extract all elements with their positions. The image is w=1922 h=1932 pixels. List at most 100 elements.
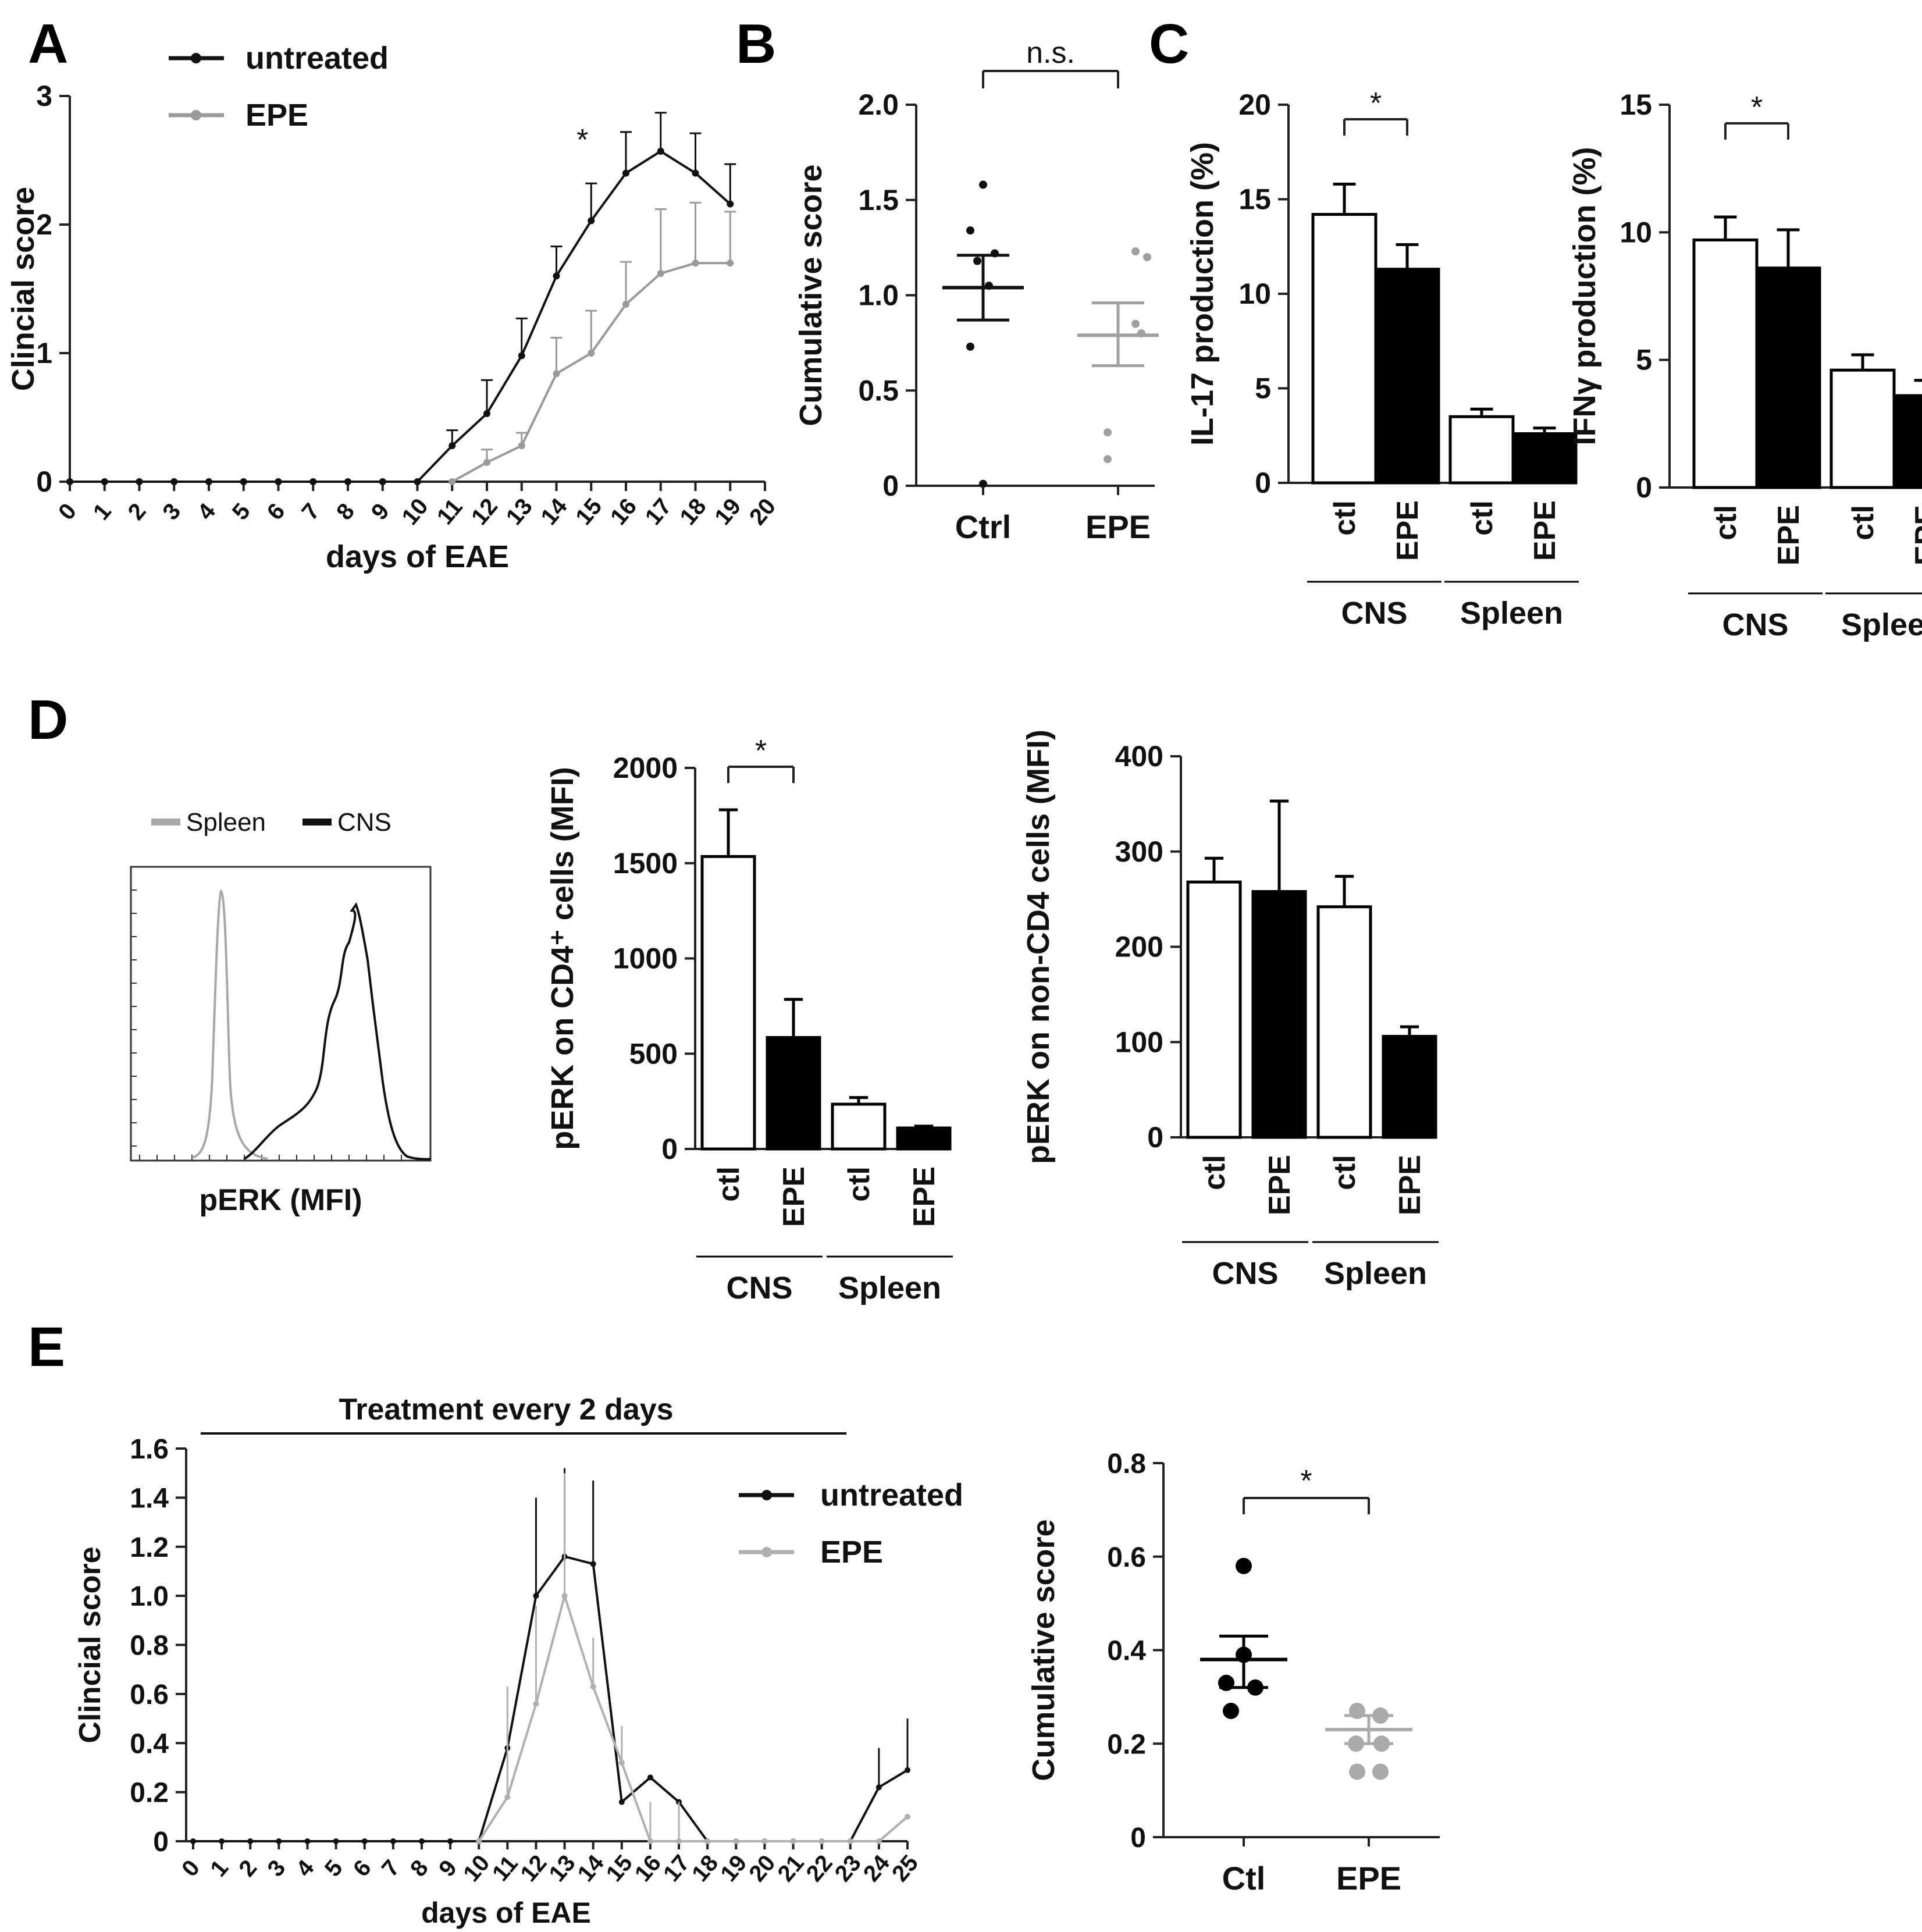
bar-EPE	[1374, 268, 1440, 485]
data-point-untreated	[622, 169, 629, 177]
histogram-curve-cns	[243, 902, 431, 1161]
data-point-untreated	[875, 1784, 882, 1791]
y-tick-label: 1.2	[130, 1532, 169, 1563]
y-axis-title: Clincial score	[73, 1546, 107, 1743]
y-tick-label: 1.0	[858, 279, 899, 312]
data-point-EPE	[1104, 455, 1112, 464]
data-point-untreated	[170, 478, 178, 485]
x-tick-label: Ctrl	[955, 508, 1011, 545]
data-point-untreated	[647, 1774, 653, 1781]
data-point-EPE	[553, 370, 560, 378]
data-point-untreated	[449, 442, 456, 450]
x-tick-label: 4	[193, 498, 220, 525]
x-tick-label: 19	[710, 493, 746, 529]
legend-marker-EPE	[761, 1547, 772, 1557]
legend-label: CNS	[337, 808, 391, 837]
bar-EPE	[1755, 266, 1821, 489]
data-point-untreated	[344, 478, 351, 485]
bar-ctl	[1311, 213, 1378, 485]
data-point-untreated	[275, 478, 282, 485]
data-point-untreated	[309, 478, 317, 485]
data-point-EPE	[704, 1838, 711, 1844]
data-point-untreated	[692, 169, 699, 177]
bar-EPE	[1511, 432, 1578, 485]
x-tick-label: 9	[434, 1855, 462, 1881]
x-tick-label: ctl	[1709, 505, 1743, 540]
y-tick-label: 500	[629, 1037, 678, 1070]
y-tick-label: 10	[1620, 216, 1652, 248]
y-tick-label: 1.5	[858, 184, 899, 216]
data-point-untreated	[483, 410, 490, 417]
data-point-untreated	[905, 1767, 910, 1773]
data-point-untreated	[101, 478, 108, 485]
significance-star: *	[1370, 87, 1382, 120]
y-tick-label: 0	[1255, 467, 1271, 499]
legend-label: EPE	[820, 1535, 883, 1570]
x-tick-label: ctl	[712, 1166, 746, 1202]
bar-ctl	[1316, 905, 1372, 1139]
data-point-EPE	[1143, 253, 1151, 261]
y-tick-label: 0.8	[130, 1631, 169, 1661]
x-tick-label: EPE	[1393, 1155, 1427, 1215]
data-point-EPE	[847, 1838, 853, 1844]
x-tick-label: ctl	[842, 1166, 876, 1202]
x-tick-label: 3	[158, 499, 186, 525]
data-point-EPE	[449, 478, 456, 485]
treatment-label: Treatment every 2 days	[339, 1393, 673, 1426]
y-tick-label: 2	[36, 208, 52, 241]
panel-label-a: A	[28, 13, 68, 75]
data-point-EPE	[692, 259, 699, 267]
data-point-untreated	[205, 478, 212, 485]
legend-marker-EPE	[191, 110, 201, 120]
data-point-untreated	[219, 1838, 225, 1844]
y-tick-label: 0	[153, 1827, 169, 1858]
x-tick-label: 6	[348, 1855, 376, 1881]
bar-ctl	[831, 1102, 887, 1151]
y-tick-label: 0	[1147, 1121, 1163, 1154]
x-tick-label: 1	[205, 1855, 233, 1881]
legend-label: EPE	[245, 98, 308, 133]
data-point-EPE	[1104, 428, 1112, 437]
x-tick-label: EPE	[1391, 500, 1425, 561]
bar-EPE	[1251, 890, 1307, 1139]
legend-label: untreated	[245, 41, 389, 76]
y-tick-label: 0.4	[130, 1728, 169, 1759]
x-tick-label: 15	[571, 493, 607, 529]
data-point-untreated	[414, 478, 421, 485]
data-point-EPE	[647, 1838, 653, 1844]
series-line-EPE	[451, 262, 731, 483]
data-point-untreated	[379, 478, 386, 485]
x-tick-label: ctl	[1198, 1155, 1231, 1190]
bar-EPE	[1892, 394, 1922, 489]
y-tick-label: 1000	[613, 942, 678, 975]
data-point-EPE	[622, 301, 629, 308]
y-tick-label: 0.6	[130, 1680, 169, 1710]
x-tick-label: ctl	[1846, 505, 1880, 540]
x-tick-label: EPE	[907, 1166, 941, 1227]
panel-label-b: B	[736, 13, 776, 75]
x-tick-label: EPE	[1263, 1155, 1297, 1215]
data-point-untreated	[333, 1838, 339, 1844]
chart-d-perk-cd4: 0 500 1000 1500 2000 ctl EPE ctl EPE CNS Spleen pER…	[545, 734, 953, 1305]
x-tick-label: EPE	[1772, 505, 1806, 565]
significance-star: *	[1751, 91, 1763, 124]
x-tick-label: 1	[88, 499, 116, 525]
y-tick-label: 400	[1115, 740, 1163, 773]
x-tick-label: 18	[675, 493, 711, 529]
data-point-untreated	[418, 1838, 425, 1844]
data-point-EPE	[483, 458, 490, 466]
x-tick-label: 3	[262, 1855, 290, 1881]
x-tick-label: 17	[640, 493, 677, 529]
data-point-untreated	[247, 1838, 254, 1844]
y-axis-title: IL-17 production (%)	[1185, 142, 1220, 446]
y-tick-label: 10	[1238, 277, 1271, 310]
y-tick-label: 2.0	[858, 88, 899, 121]
x-tick-label: 10	[397, 493, 433, 529]
group-label: CNS	[1212, 1256, 1278, 1291]
group-label: CNS	[1341, 596, 1407, 631]
y-tick-label: 1.0	[130, 1581, 169, 1612]
data-point-EPE	[905, 1813, 910, 1820]
y-tick-label: 0	[661, 1133, 678, 1165]
